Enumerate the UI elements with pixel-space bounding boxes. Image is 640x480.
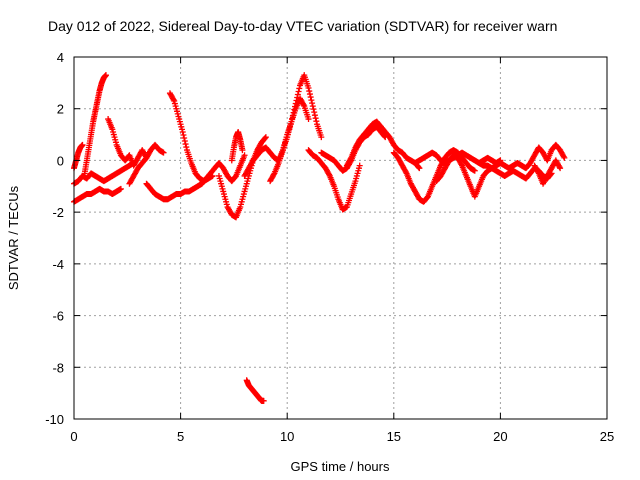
- y-tick-label: -4: [52, 257, 64, 272]
- data-point: [262, 134, 269, 141]
- data-point: [270, 171, 277, 178]
- data-point: [102, 72, 109, 79]
- data-point: [160, 149, 167, 156]
- data-points: [71, 72, 568, 404]
- data-point: [180, 132, 187, 139]
- data-point: [290, 109, 297, 116]
- series-arc-10: [228, 128, 246, 164]
- series-arc-12: [267, 72, 325, 185]
- plot-frame: [73, 56, 608, 420]
- series-arc-21: [243, 377, 267, 404]
- x-tick-label: 20: [493, 429, 507, 444]
- data-point: [535, 169, 542, 176]
- data-point: [292, 103, 299, 110]
- data-point: [292, 100, 299, 107]
- data-point: [296, 85, 303, 92]
- data-point: [309, 103, 316, 110]
- y-tick-label: -8: [52, 360, 64, 375]
- data-point: [117, 185, 124, 192]
- data-point: [309, 100, 316, 107]
- y-tick-label: -10: [45, 412, 64, 427]
- data-point: [170, 96, 177, 103]
- series-arc-6: [126, 141, 167, 187]
- data-point: [326, 171, 333, 178]
- data-point: [310, 106, 317, 113]
- x-tick-label: 10: [280, 429, 294, 444]
- x-tick-label: 5: [177, 429, 184, 444]
- y-tick-label: 0: [57, 153, 64, 168]
- data-point: [308, 97, 315, 104]
- x-axis-label: GPS time / hours: [291, 459, 390, 474]
- data-point: [312, 115, 319, 122]
- data-point: [239, 147, 246, 154]
- data-point: [306, 91, 313, 98]
- x-tick-label: 15: [387, 429, 401, 444]
- data-point: [561, 154, 568, 161]
- data-point: [307, 94, 314, 101]
- series-arc-15: [343, 118, 423, 172]
- data-point: [293, 97, 300, 104]
- data-point: [181, 138, 188, 145]
- y-tick-label: -2: [52, 205, 64, 220]
- y-axis-label: SDTVAR / TECUs: [6, 185, 21, 290]
- data-point: [183, 144, 190, 151]
- y-tick-label: -6: [52, 309, 64, 324]
- data-point: [294, 94, 301, 101]
- data-point: [356, 162, 363, 169]
- y-tick-label: 2: [57, 102, 64, 117]
- data-point: [311, 112, 318, 119]
- data-point: [300, 101, 307, 108]
- data-point: [79, 141, 86, 148]
- x-tick-label: 0: [70, 429, 77, 444]
- series-arc-3: [81, 72, 109, 177]
- grid-lines: [74, 57, 607, 419]
- data-point: [560, 153, 567, 160]
- data-point: [241, 152, 248, 159]
- x-tick-label: 25: [600, 429, 614, 444]
- data-point: [209, 172, 216, 179]
- data-point: [262, 135, 269, 142]
- data-point: [288, 118, 295, 125]
- axis-ticks: 0 5 10 15 20 25 -10 -8 -6 -4 -2 0 2 4: [45, 50, 614, 444]
- data-point: [182, 141, 189, 148]
- data-point: [260, 397, 267, 404]
- data-point: [305, 85, 312, 92]
- data-point: [458, 161, 465, 168]
- data-point: [415, 164, 422, 171]
- series-arc-1: [71, 160, 137, 187]
- data-point: [313, 118, 320, 125]
- data-point: [289, 115, 296, 122]
- data-point: [294, 91, 301, 98]
- data-point: [557, 165, 564, 172]
- series-arc-4: [71, 141, 86, 172]
- data-point: [305, 116, 312, 123]
- data-point: [179, 128, 186, 135]
- series-arc-7: [143, 152, 248, 203]
- data-point: [402, 169, 409, 176]
- data-point: [471, 167, 478, 174]
- series-arc-13: [305, 147, 363, 213]
- series-arc-2: [71, 185, 124, 205]
- data-point: [318, 134, 325, 141]
- data-point: [306, 88, 313, 95]
- data-point: [416, 165, 423, 172]
- series-arc-8: [166, 90, 216, 185]
- series-arc-20: [531, 157, 564, 187]
- data-point: [347, 156, 354, 163]
- series-arc-19: [476, 141, 568, 172]
- data-point: [311, 109, 318, 116]
- data-point: [556, 163, 563, 170]
- data-point: [295, 88, 302, 95]
- chart-title: Day 012 of 2022, Sidereal Day-to-day VTE…: [48, 18, 557, 34]
- y-tick-label: 4: [57, 50, 64, 65]
- data-point: [181, 135, 188, 142]
- data-point: [291, 106, 298, 113]
- data-point: [289, 112, 296, 119]
